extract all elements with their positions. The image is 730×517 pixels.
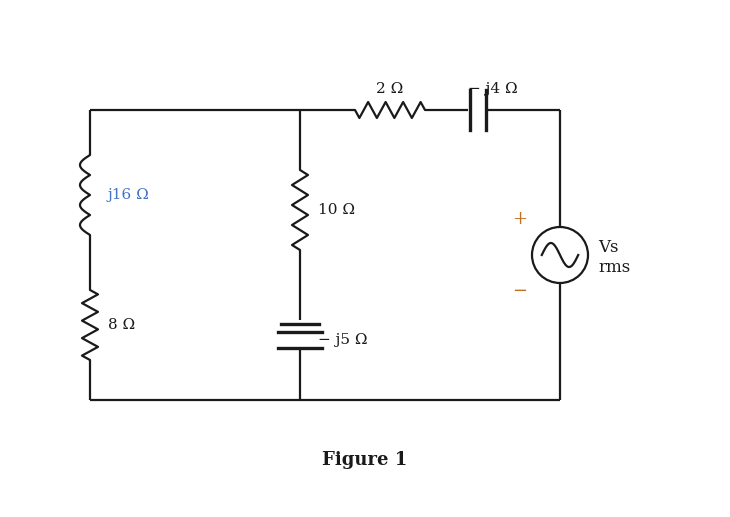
Text: − j5 Ω: − j5 Ω [318,333,367,347]
Text: Vs: Vs [598,238,618,255]
Text: rms: rms [598,258,630,276]
Text: 10 Ω: 10 Ω [318,203,355,217]
Text: Figure 1: Figure 1 [323,451,407,469]
Text: 8 Ω: 8 Ω [108,318,135,332]
Text: +: + [512,210,528,228]
Text: 2 Ω: 2 Ω [377,82,404,96]
Text: j16 Ω: j16 Ω [108,188,150,202]
Text: −: − [512,282,528,300]
Text: − j4 Ω: − j4 Ω [468,82,518,96]
